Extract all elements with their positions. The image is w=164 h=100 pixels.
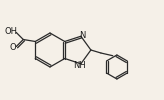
Text: OH: OH [5, 27, 18, 36]
Text: NH: NH [73, 61, 86, 70]
Text: O: O [10, 42, 17, 52]
Text: N: N [79, 31, 86, 40]
